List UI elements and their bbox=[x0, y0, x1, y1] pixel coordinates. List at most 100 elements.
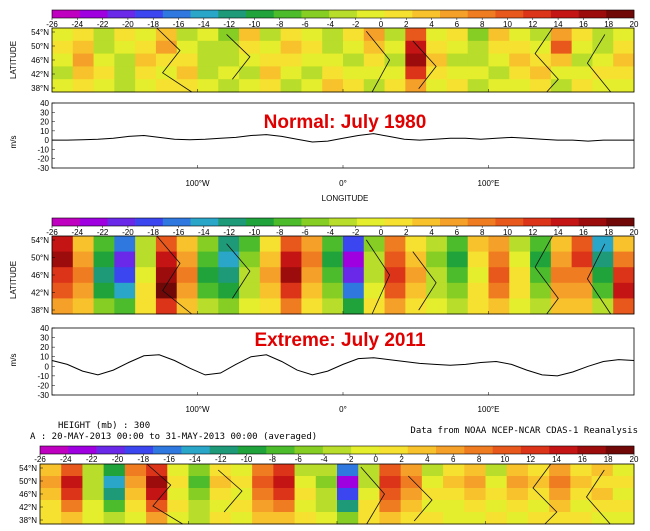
heatmap-cell bbox=[384, 267, 406, 284]
heatmap-cell bbox=[72, 267, 94, 284]
heatmap-cell bbox=[509, 251, 531, 268]
colorbar-tick-label: -20 bbox=[122, 228, 134, 237]
colorbar-tick-label: -20 bbox=[112, 455, 124, 464]
heatmap-cell bbox=[509, 267, 531, 284]
heatmap-cell bbox=[188, 476, 211, 489]
heatmap-cell bbox=[613, 282, 635, 299]
heatmap-cell bbox=[509, 40, 531, 54]
heatmap-cell bbox=[549, 512, 571, 525]
heatmap-cell bbox=[384, 40, 406, 54]
heatmap-cell bbox=[550, 53, 573, 67]
heatmap-cell bbox=[363, 53, 385, 67]
lat-tick-label: 46°N bbox=[31, 271, 49, 280]
heatmap-cell bbox=[488, 66, 510, 80]
coastline bbox=[408, 475, 433, 522]
heatmap-cell bbox=[301, 236, 323, 252]
heatmap-cell bbox=[485, 488, 508, 501]
heatmap-cell bbox=[218, 251, 240, 268]
coastline bbox=[412, 40, 437, 90]
y-tick-label: -20 bbox=[37, 155, 49, 164]
heatmap-cell bbox=[613, 236, 635, 252]
heatmap-cell bbox=[446, 53, 469, 67]
heatmap-cell bbox=[613, 53, 635, 67]
heatmap-cell bbox=[230, 500, 253, 513]
colorbar-tick-label: -10 bbox=[249, 20, 261, 29]
heatmap-cell bbox=[218, 79, 240, 93]
colorbar-swatch bbox=[467, 10, 496, 18]
heatmap-cell bbox=[61, 500, 83, 513]
heatmap-cell bbox=[405, 40, 427, 54]
heatmap-cell bbox=[135, 66, 157, 80]
heatmap-cell bbox=[405, 66, 427, 80]
coastline bbox=[365, 30, 391, 93]
colorbar-tick-label: 16 bbox=[578, 455, 587, 464]
colorbar-1: -26 -24 -22 -20 -18 -16 -14 -12 -10 -8 -6 -4 -2 0 2 4 6 8… bbox=[46, 9, 639, 29]
heatmap-cell bbox=[322, 66, 344, 80]
heatmap-cell bbox=[114, 40, 136, 54]
heatmap-cell bbox=[446, 79, 469, 93]
colorbar-tick-label: -22 bbox=[97, 20, 109, 29]
heatmap-cell bbox=[52, 282, 74, 299]
heatmap-cell bbox=[197, 53, 219, 67]
colorbar-tick-label: -18 bbox=[138, 455, 150, 464]
heatmap-cell bbox=[301, 251, 323, 268]
heatmap-cell bbox=[259, 28, 282, 42]
heatmap-cell bbox=[40, 488, 62, 501]
heatmap-cell bbox=[549, 476, 571, 489]
heatmap-cell bbox=[343, 298, 365, 315]
heatmap-cell bbox=[252, 464, 274, 477]
heatmap-cell bbox=[467, 28, 489, 42]
coastline bbox=[585, 469, 611, 525]
coastline bbox=[156, 235, 192, 315]
heatmap-cell bbox=[61, 476, 83, 489]
heatmap-cell bbox=[176, 298, 198, 315]
heatmap-cell bbox=[52, 267, 74, 284]
heatmap-cell bbox=[259, 236, 282, 252]
heatmap-cell bbox=[343, 251, 365, 268]
heatmap-cell bbox=[209, 512, 232, 525]
heatmap-cell bbox=[155, 40, 178, 54]
colorbar-tick-label: -8 bbox=[269, 455, 277, 464]
y-tick-label: 0 bbox=[45, 362, 50, 371]
heatmap-cell bbox=[405, 298, 427, 315]
heatmap-cell bbox=[155, 267, 178, 284]
heatmap-cell bbox=[405, 53, 427, 67]
heatmap-cell bbox=[188, 464, 211, 477]
heatmap-cell bbox=[384, 236, 406, 252]
colorbar-swatch bbox=[266, 446, 295, 454]
period-label: A : 20-MAY-2013 00:00 to 31-MAY-2013 00:… bbox=[30, 432, 317, 442]
heatmap-cell bbox=[488, 251, 510, 268]
colorbar-tick-label: -22 bbox=[97, 228, 109, 237]
colorbar-swatch bbox=[523, 10, 552, 18]
heatmap-cell bbox=[82, 464, 105, 477]
heatmap-cell bbox=[252, 476, 274, 489]
heatmap-cell bbox=[230, 512, 253, 525]
lat-tick-label: 50°N bbox=[19, 477, 37, 486]
heatmap-cell bbox=[426, 236, 448, 252]
heatmap-cell bbox=[592, 28, 614, 42]
heatmap-cell bbox=[72, 40, 94, 54]
heatmap-cell bbox=[405, 236, 427, 252]
colorbar-swatch bbox=[550, 218, 579, 226]
colorbar-swatch bbox=[79, 10, 108, 18]
heatmap-cell bbox=[550, 282, 573, 299]
heatmap-cell bbox=[52, 40, 74, 54]
colorbar-swatch bbox=[79, 218, 108, 226]
heatmap-cell bbox=[93, 251, 115, 268]
colorbar-tick-label: 18 bbox=[604, 455, 613, 464]
heatmap-cell bbox=[363, 282, 385, 299]
heatmap-cell bbox=[322, 251, 344, 268]
colorbar-tick-label: -12 bbox=[215, 455, 227, 464]
heatmap-cell bbox=[135, 298, 157, 315]
colorbar-tick-label: -20 bbox=[122, 20, 134, 29]
heatmap-cell bbox=[384, 28, 406, 42]
heatmap-cell bbox=[379, 476, 402, 489]
heatmap-cell bbox=[155, 282, 178, 299]
lat-tick-label: 50°N bbox=[31, 254, 49, 263]
heatmap-cell bbox=[188, 512, 211, 525]
heatmap-cell bbox=[155, 251, 178, 268]
heatmap-cell bbox=[358, 476, 380, 489]
heatmap-cell bbox=[93, 298, 115, 315]
coastline bbox=[532, 463, 558, 525]
